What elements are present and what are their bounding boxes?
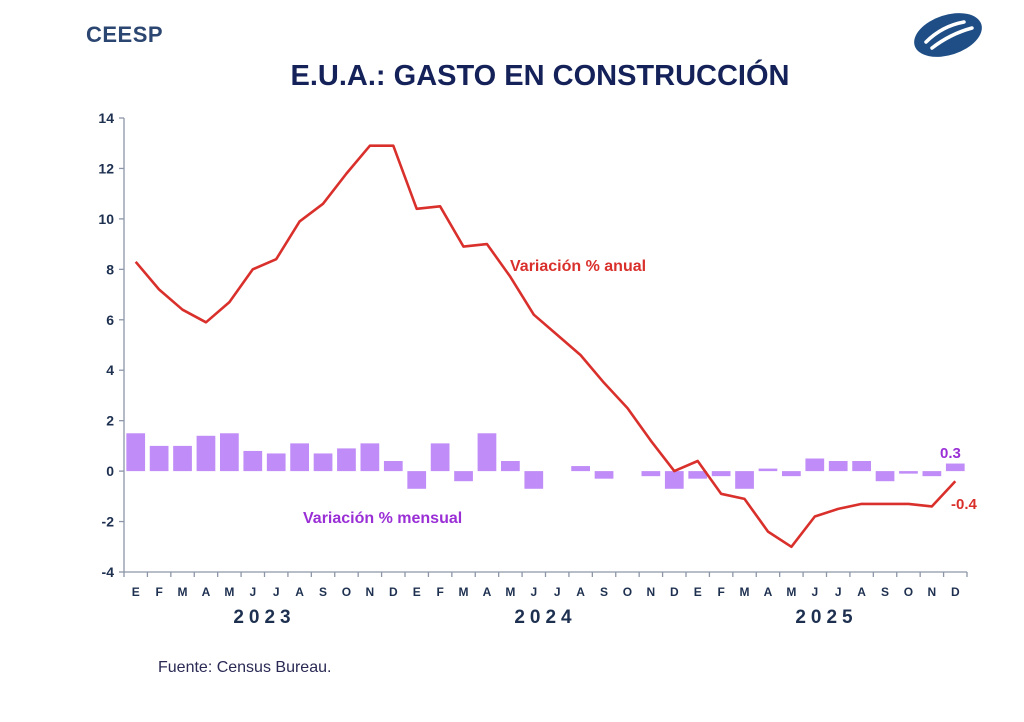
monthly-bar xyxy=(828,461,848,472)
monthly-bar xyxy=(899,471,918,474)
monthly-bar xyxy=(173,445,192,472)
x-tick-label: S xyxy=(319,585,327,599)
monthly-bar xyxy=(664,471,684,489)
y-tick-label: 12 xyxy=(98,160,114,176)
y-tick-label: 10 xyxy=(98,211,114,227)
x-tick-label: S xyxy=(881,585,889,599)
x-tick-label: J xyxy=(273,585,280,599)
monthly-bar xyxy=(126,433,146,472)
monthly-bar xyxy=(266,453,286,472)
monthly-bar xyxy=(360,443,380,472)
y-tick-label: 4 xyxy=(106,362,114,378)
x-tick-label: A xyxy=(764,585,773,599)
monthly-bar xyxy=(501,461,520,472)
x-tick-label: O xyxy=(623,585,632,599)
x-tick-label: N xyxy=(928,585,937,599)
x-tick-label: F xyxy=(155,585,162,599)
x-tick-label: O xyxy=(904,585,913,599)
annual-last-value-label: -0.4 xyxy=(951,496,978,513)
x-tick-label: E xyxy=(132,585,140,599)
monthly-bar xyxy=(524,471,544,489)
x-tick-label: A xyxy=(857,585,866,599)
monthly-bar xyxy=(782,471,801,477)
monthly-bar xyxy=(922,471,942,477)
monthly-bar xyxy=(243,450,263,472)
x-tick-label: F xyxy=(717,585,724,599)
y-tick-label: 0 xyxy=(106,463,114,479)
x-tick-label: A xyxy=(202,585,211,599)
x-tick-label: A xyxy=(576,585,585,599)
x-tick-label: A xyxy=(295,585,304,599)
brand-name: CEESP xyxy=(86,22,164,47)
x-tick-label: F xyxy=(436,585,443,599)
x-tick-label: M xyxy=(740,585,750,599)
monthly-bar xyxy=(407,471,427,489)
monthly-bar xyxy=(290,443,309,472)
year-label: 2025 xyxy=(795,607,857,628)
monthly-series-label: Variación % mensual xyxy=(303,510,462,527)
source-note: Fuente: Census Bureau. xyxy=(158,659,332,676)
x-tick-label: D xyxy=(389,585,398,599)
monthly-bar xyxy=(735,471,754,489)
year-label: 2024 xyxy=(514,607,576,628)
annual-series-label: Variación % anual xyxy=(510,258,646,275)
monthly-last-value-label: 0.3 xyxy=(940,445,961,462)
monthly-bar xyxy=(383,461,403,472)
monthly-bar xyxy=(805,458,825,472)
monthly-bar xyxy=(875,471,895,482)
x-tick-label: M xyxy=(786,585,796,599)
x-tick-label: D xyxy=(670,585,679,599)
x-tick-label: M xyxy=(459,585,469,599)
x-tick-label: S xyxy=(600,585,608,599)
monthly-bars xyxy=(126,433,965,489)
monthly-bar xyxy=(430,443,450,472)
x-tick-label: E xyxy=(413,585,421,599)
x-tick-label: J xyxy=(554,585,561,599)
year-label: 2023 xyxy=(233,607,295,628)
x-tick-label: J xyxy=(249,585,256,599)
monthly-bar xyxy=(641,471,661,477)
x-tick-label: J xyxy=(811,585,818,599)
chart-title: E.U.A.: GASTO EN CONSTRUCCIÓN xyxy=(290,60,790,92)
annual-line xyxy=(134,144,957,549)
monthly-bar xyxy=(337,448,356,472)
monthly-bar xyxy=(477,433,497,472)
x-tick-label: M xyxy=(178,585,188,599)
monthly-bar xyxy=(313,453,333,472)
monthly-bar xyxy=(571,466,590,472)
x-tick-label: O xyxy=(342,585,351,599)
y-tick-label: -4 xyxy=(102,564,115,580)
x-tick-label: N xyxy=(647,585,656,599)
monthly-bar xyxy=(594,471,614,479)
x-tick-label: E xyxy=(694,585,702,599)
y-tick-label: 6 xyxy=(106,312,114,328)
x-tick-label: J xyxy=(530,585,537,599)
monthly-bar xyxy=(454,471,473,482)
monthly-bar xyxy=(688,471,708,479)
x-tick-label: M xyxy=(224,585,234,599)
monthly-bar xyxy=(711,471,731,477)
y-tick-label: -2 xyxy=(102,514,115,530)
monthly-bar xyxy=(758,468,778,472)
x-tick-label: M xyxy=(505,585,515,599)
y-tick-label: 14 xyxy=(98,110,114,126)
monthly-bar xyxy=(149,445,169,472)
axes xyxy=(119,117,968,577)
monthly-bar xyxy=(945,463,965,472)
monthly-bar xyxy=(196,435,216,472)
x-tick-label: A xyxy=(483,585,492,599)
x-tick-label: D xyxy=(951,585,960,599)
y-tick-label: 2 xyxy=(106,413,114,429)
monthly-bar xyxy=(852,461,871,472)
x-tick-label: N xyxy=(366,585,375,599)
x-tick-label: J xyxy=(835,585,842,599)
y-tick-label: 8 xyxy=(106,261,114,277)
monthly-bar xyxy=(220,433,239,472)
ceesp-logo-icon xyxy=(914,13,982,57)
